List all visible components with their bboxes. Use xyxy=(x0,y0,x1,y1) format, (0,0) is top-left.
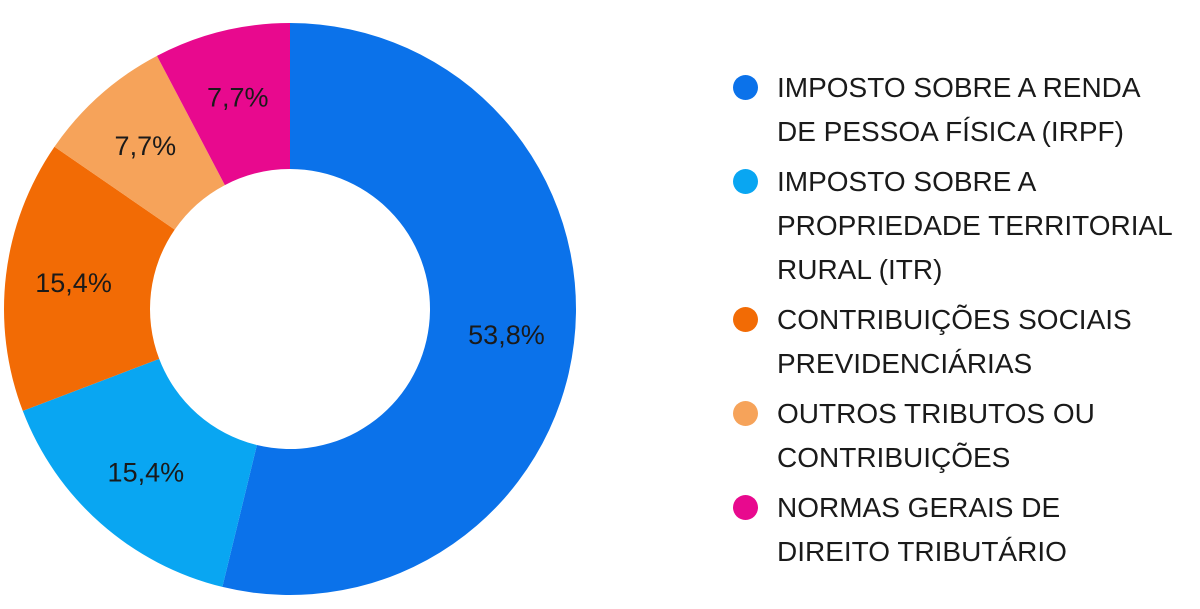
legend-label: CONTRIBUIÇÕES SOCIAIS PREVIDENCIÁRIAS xyxy=(777,304,1132,379)
legend-color-dot xyxy=(733,401,758,426)
donut-slice-label-4: 7,7% xyxy=(207,82,269,112)
legend-item-3: OUTROS TRIBUTOS OU CONTRIBUIÇÕES xyxy=(733,392,1193,480)
donut-slice-3 xyxy=(54,55,225,230)
legend-color-dot xyxy=(733,307,758,332)
legend-color-dot xyxy=(733,169,758,194)
donut-slices xyxy=(3,23,576,595)
donut-slice-2 xyxy=(3,146,175,411)
legend-label: IMPOSTO SOBRE A PROPRIEDADE TERRITORIAL … xyxy=(777,166,1173,285)
donut-slice-label-2: 15,4% xyxy=(35,268,112,298)
legend-color-dot xyxy=(733,495,758,520)
donut-slice-label-1: 15,4% xyxy=(108,458,185,488)
chart-legend: IMPOSTO SOBRE A RENDA DE PESSOA FÍSICA (… xyxy=(733,66,1193,580)
donut-slice-0 xyxy=(222,23,576,595)
legend-label: NORMAS GERAIS DE DIREITO TRIBUTÁRIO xyxy=(777,492,1067,567)
legend-item-2: CONTRIBUIÇÕES SOCIAIS PREVIDENCIÁRIAS xyxy=(733,298,1193,386)
legend-item-0: IMPOSTO SOBRE A RENDA DE PESSOA FÍSICA (… xyxy=(733,66,1193,154)
donut-slice-labels: 53,8% 15,4% 15,4% 7,7% 7,7% xyxy=(35,82,544,487)
legend-label: OUTROS TRIBUTOS OU CONTRIBUIÇÕES xyxy=(777,398,1095,473)
legend-item-1: IMPOSTO SOBRE A PROPRIEDADE TERRITORIAL … xyxy=(733,160,1193,292)
legend-color-dot xyxy=(733,75,758,100)
donut-slice-label-3: 7,7% xyxy=(115,131,177,161)
donut-chart: 53,8% 15,4% 15,4% 7,7% 7,7% xyxy=(3,23,576,595)
legend-item-4: NORMAS GERAIS DE DIREITO TRIBUTÁRIO xyxy=(733,486,1193,574)
donut-slice-1 xyxy=(22,358,257,587)
donut-slice-label-0: 53,8% xyxy=(468,320,545,350)
donut-slice-4 xyxy=(156,23,290,186)
legend-label: IMPOSTO SOBRE A RENDA DE PESSOA FÍSICA (… xyxy=(777,72,1141,147)
